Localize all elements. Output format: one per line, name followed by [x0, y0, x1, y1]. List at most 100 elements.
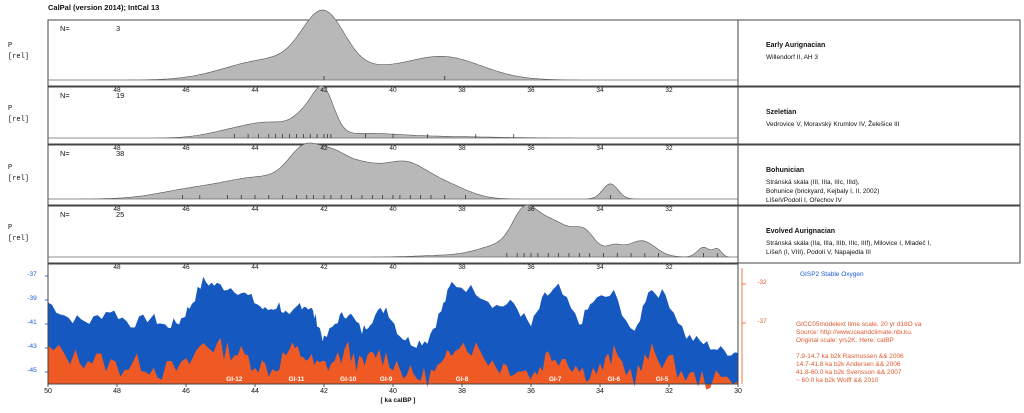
x-tick-label: 48: [113, 206, 121, 213]
x-tick-label: 44: [251, 87, 259, 94]
x-tick-label: 32: [665, 87, 673, 94]
gisp2-oxygen-area: [48, 276, 738, 384]
x-tick-label: 44: [251, 145, 259, 152]
x-tick-label-bottom: 36: [527, 388, 535, 395]
density-panel-1: [47, 9, 1021, 87]
n-prefix: N=: [60, 210, 70, 219]
legend-heading: Evolved Aurignacian: [766, 228, 835, 235]
rel-label: [rel]: [8, 115, 30, 124]
legend-sites: Vedrovice V, Moravský Krumlov IV, Želeši…: [766, 121, 900, 128]
annotation-line: Original scale: yrs2K. Here: calBP: [796, 337, 894, 344]
annotation-line: 14.7-41.8 ka b2k Andersen && 2006: [796, 361, 901, 368]
x-tick-label: 48: [113, 264, 121, 271]
y-tick-left-label: -37: [27, 271, 37, 278]
legend-block: Early Aurignacian Willendorf II, AH 3: [766, 41, 825, 62]
p-label: P: [8, 42, 13, 50]
climate-annotation: GICC05modelext time scale, 20 yr d18O va…: [796, 321, 921, 385]
legend-heading: Bohunician: [766, 167, 805, 174]
n-value: 38: [116, 149, 125, 158]
p-label: P: [8, 104, 13, 113]
x-tick-label: 48: [113, 87, 121, 94]
legend-heading: Szeletian: [766, 109, 797, 116]
x-tick-label: 38: [458, 264, 466, 271]
y-tick-left-label: -41: [27, 319, 37, 326]
x-tick-label: 42: [320, 264, 328, 271]
legend-sites: Willendorf II, AH 3: [766, 54, 819, 61]
x-tick-label: 40: [389, 264, 397, 271]
x-tick-label: 38: [458, 206, 466, 213]
x-tick-label: 46: [182, 264, 190, 271]
n-prefix: N=: [60, 149, 70, 158]
legend-heading: Early Aurignacian: [766, 42, 826, 49]
legend-sites: Stránská skála (IIa, IIIa, IIIb, IIIc, I…: [766, 240, 932, 247]
annotation-line: 41.8-60.0 ka b2k Svensson && 2007: [796, 369, 902, 376]
x-tick-label-bottom: 32: [665, 388, 673, 395]
legend-sites: Stránská skála (III, IIIa, IIIc, IIId),: [766, 179, 860, 186]
x-tick-label: 46: [182, 87, 190, 94]
n-prefix: N=: [60, 24, 70, 33]
event-ci: CI: [406, 295, 414, 302]
x-tick-label: 46: [182, 145, 190, 152]
x-tick-label: 42: [320, 206, 328, 213]
density-panel-4: [47, 204, 1021, 264]
density-panels: [47, 9, 1021, 264]
x-tick-label: 40: [389, 87, 397, 94]
x-tick-label: 34: [596, 206, 604, 213]
y-tick-right-label: -37: [757, 318, 767, 325]
legend-block: Bohunician Stránská skála (III, IIIa, III…: [766, 166, 879, 205]
x-tick-label-bottom: 44: [251, 388, 259, 395]
x-tick-label: 32: [665, 206, 673, 213]
panel-frame: [47, 86, 1021, 145]
x-tick-label-bottom: 40: [389, 388, 397, 395]
legend-sites: Líšeň (I, VIII), Podolí V, Napajedla III: [766, 249, 871, 256]
n-value: 25: [116, 210, 125, 219]
rel-label: [rel]: [8, 175, 30, 183]
x-tick-label: 36: [527, 145, 535, 152]
n-prefix: N=: [60, 91, 70, 100]
x-tick-label: 46: [182, 206, 190, 213]
p-label: P: [8, 164, 13, 172]
figure-title: CalPal (version 2014); IntCal 13: [48, 3, 160, 12]
gi-label: GI-5: [655, 376, 669, 383]
x-tick-label: 40: [389, 145, 397, 152]
climate-title: GISP2 Stable Oxygen: [800, 271, 864, 278]
legend-block: Evolved Aurignacian Stránská skála (IIa, …: [766, 227, 931, 257]
panel-frame: [47, 144, 1021, 206]
panel-frame: [47, 19, 1021, 87]
gi-label: GI-7: [548, 376, 562, 383]
annotation-line: ~ 60.0 ka b2k Wolff && 2010: [796, 377, 879, 384]
x-tick-label: 34: [596, 145, 604, 152]
annotation-line: [796, 345, 921, 353]
event-he4: HE-4: [422, 313, 438, 320]
x-tick-label: 48: [113, 145, 121, 152]
y-tick-left-label: -39: [27, 295, 37, 302]
density-panel-2: [47, 85, 1021, 145]
x-tick-label-bottom: 38: [458, 388, 466, 395]
rel-label: [rel]: [8, 53, 30, 61]
gi-label: GI-8: [455, 376, 469, 383]
legend-sites: Líšeň/Podolí I, Ořechov IV: [766, 197, 842, 204]
y-tick-right-label: -32: [757, 279, 767, 286]
x-tick-label-bottom: 50: [44, 388, 52, 395]
x-tick-label: 36: [527, 87, 535, 94]
x-tick-label: 38: [458, 145, 466, 152]
gi-label: GI-12: [226, 376, 243, 383]
x-tick-label: 32: [665, 264, 673, 271]
legend-block: Szeletian Vedrovice V, Moravský Krumlov I…: [766, 108, 900, 129]
x-tick-label-bottom: 48: [113, 388, 121, 395]
x-tick-label: 34: [596, 87, 604, 94]
gi-label: GI-11: [288, 376, 305, 383]
x-tick-label: 42: [320, 145, 328, 152]
n-value: 3: [116, 24, 121, 33]
x-tick-label: 42: [320, 87, 328, 94]
x-axis-label: [ ka calBP ]: [380, 397, 416, 404]
x-tick-label: 44: [251, 206, 259, 213]
x-tick-label: 36: [527, 264, 535, 271]
gicc05-area: [48, 337, 738, 390]
x-tick-label: 36: [527, 206, 535, 213]
panel-frame: [47, 205, 1021, 264]
legend-sites: Bohunice (brickyard, Kejbaly I, II, 2002…: [766, 188, 880, 195]
annotation-line: Source: http://www.iceandclimate.nbi.ku.: [796, 329, 913, 336]
x-tick-label: 38: [458, 87, 466, 94]
